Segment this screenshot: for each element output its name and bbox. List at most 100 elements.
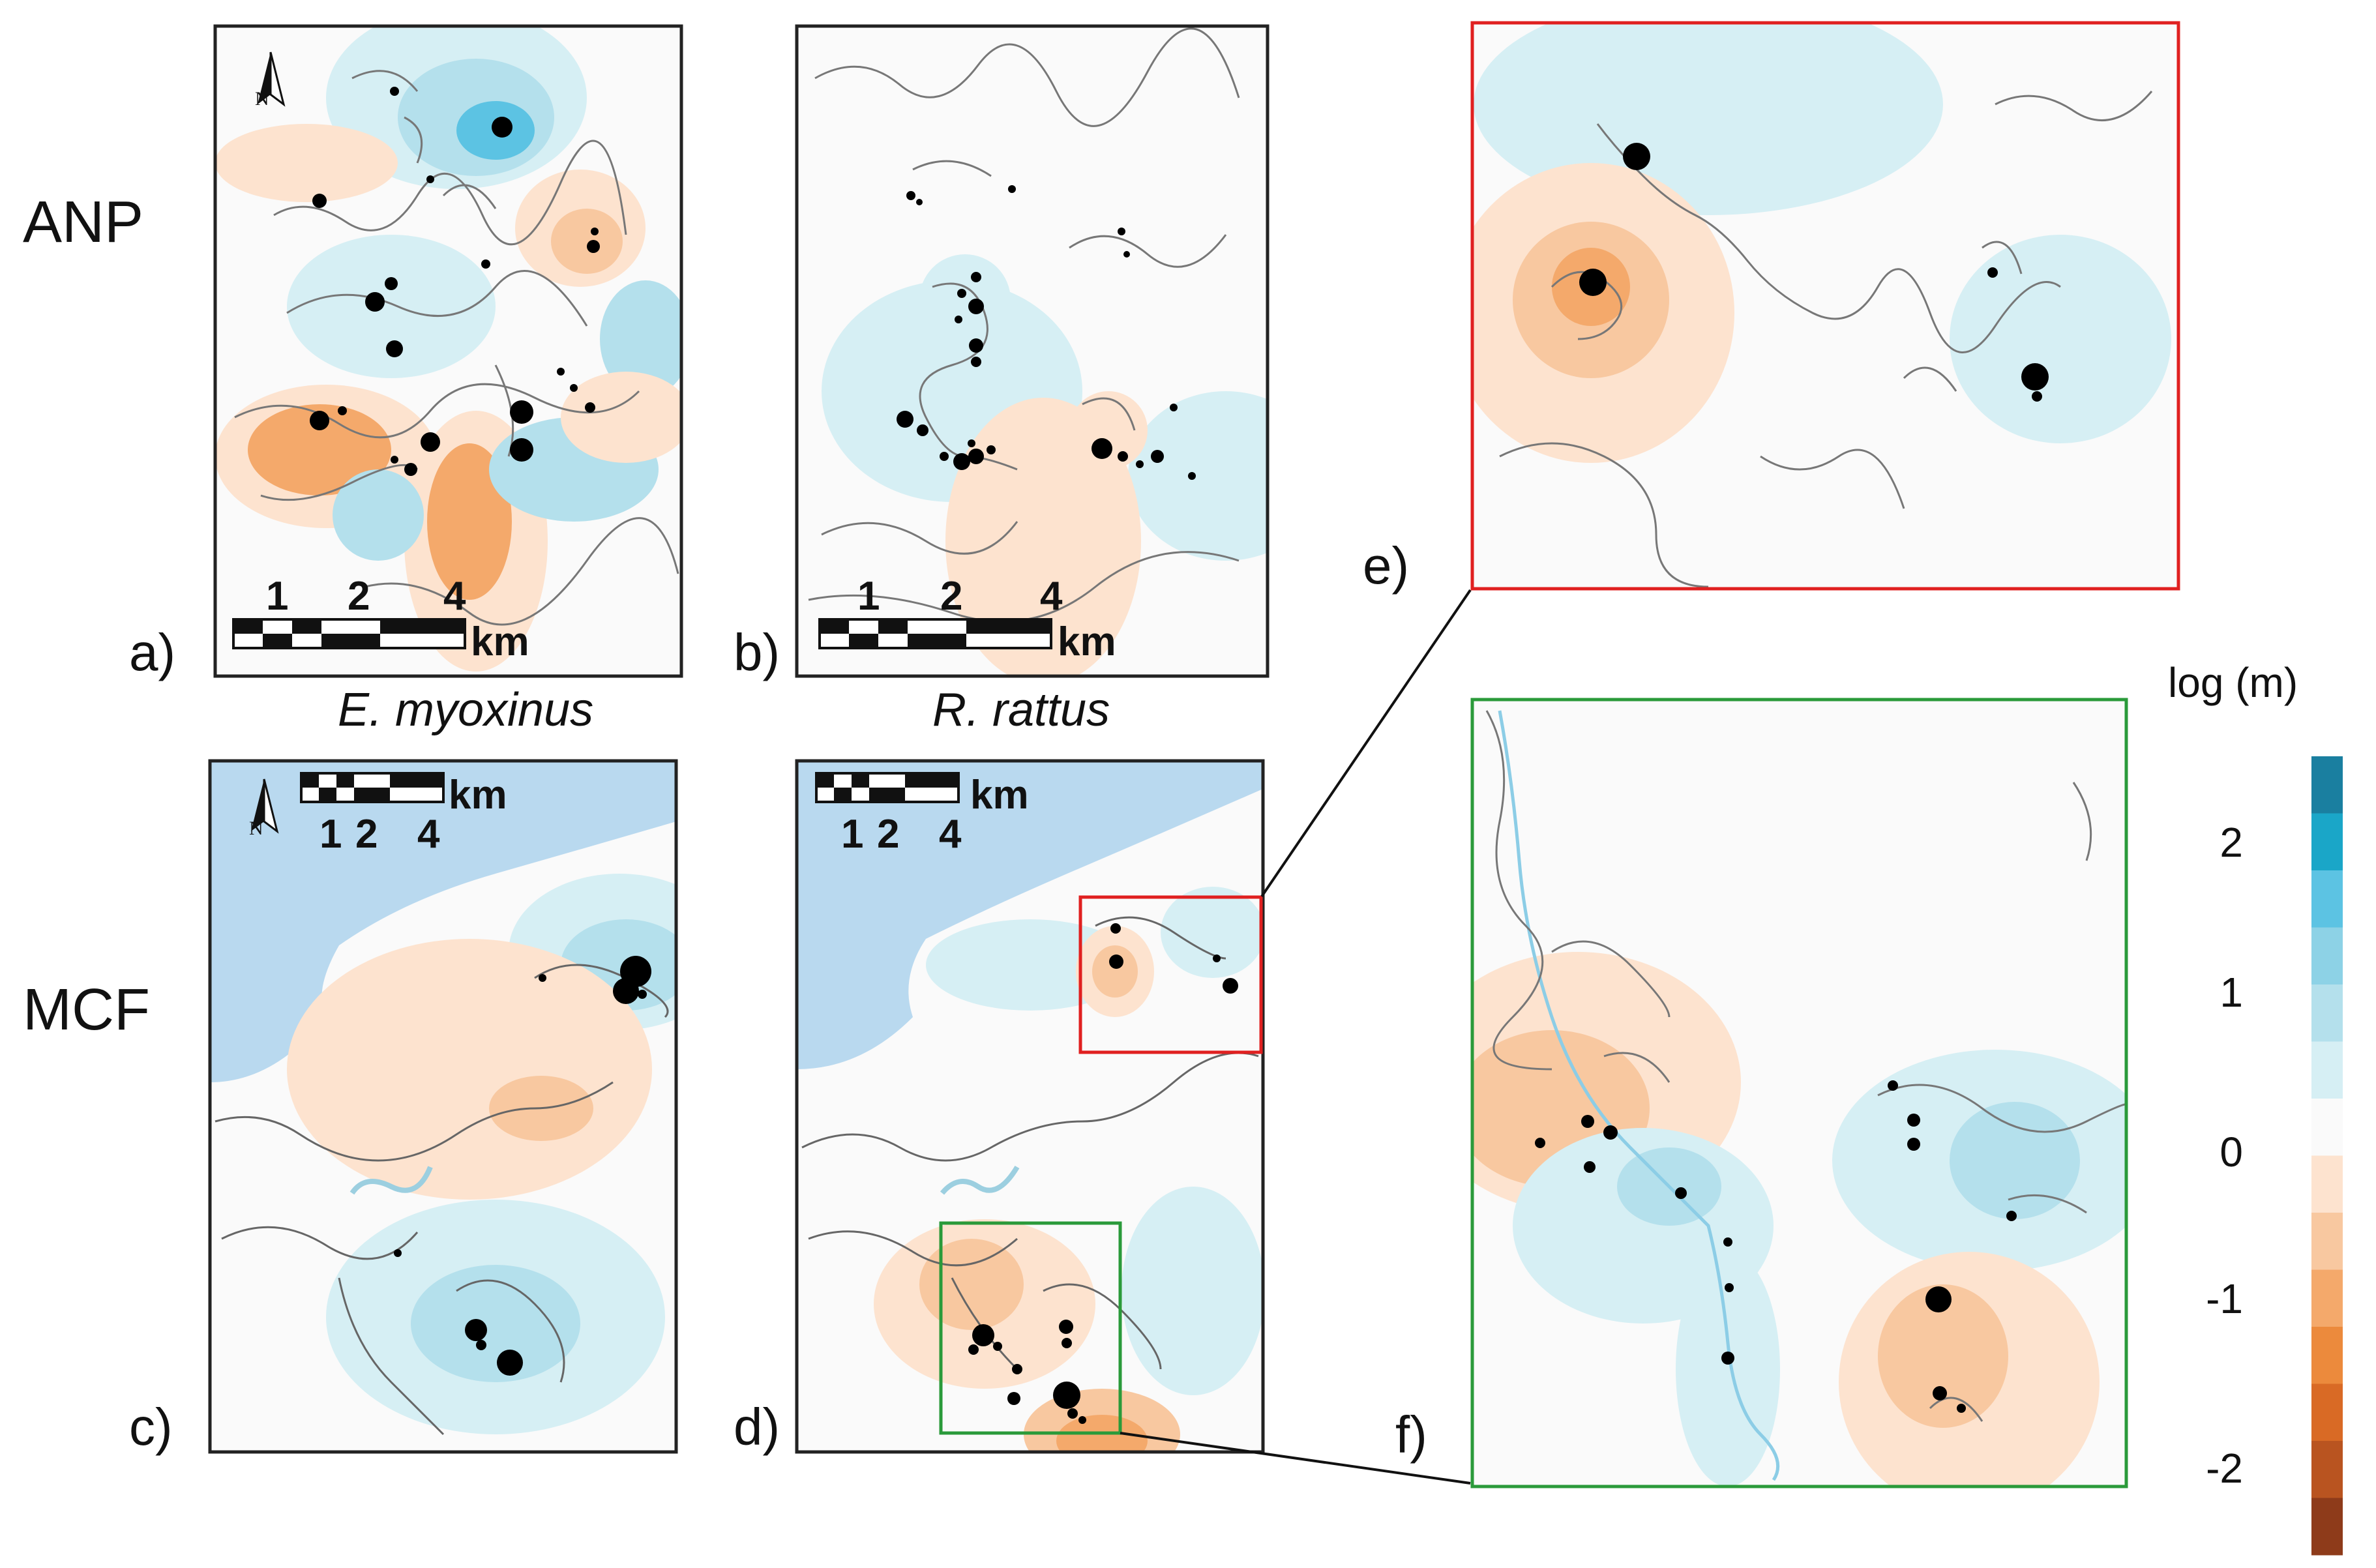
sample-site-dot [385, 277, 398, 290]
orange-field [1878, 1284, 2008, 1428]
sample-site-dot [971, 357, 981, 367]
inset-e-extent [1078, 895, 1263, 1054]
panel-d-map: km 1 2 4 [795, 759, 1265, 1454]
colorbar-swatch [2311, 1383, 2343, 1442]
orange-field [945, 398, 1141, 676]
panel-a-map: N 1 2 4 km [213, 24, 683, 678]
sample-site-dot [312, 194, 327, 208]
river [349, 1166, 433, 1195]
sample-site-dot [1584, 1161, 1596, 1173]
sample-site-dot [1059, 1320, 1073, 1334]
panel-label-e: e) [1363, 537, 1410, 595]
sample-site-dot [539, 974, 546, 982]
sample-site-dot [1888, 1080, 1898, 1091]
scale-tick: 4 [1040, 574, 1063, 619]
scale-tick: 2 [940, 574, 962, 619]
scale-bar [818, 618, 1052, 649]
scale-unit: km [449, 773, 507, 818]
sample-site-dot [993, 1342, 1002, 1351]
panel-frame [1470, 21, 2180, 591]
row-label-anp: ANP [23, 190, 144, 255]
sample-site-dot [1118, 451, 1128, 462]
blue-field [1161, 887, 1263, 978]
panel-c-map: N km 1 2 4 [208, 759, 678, 1454]
sample-site-dot [2032, 391, 2042, 402]
water-body [210, 761, 676, 1082]
scale-tick: 4 [939, 812, 962, 857]
scale-tick: 1 [266, 574, 288, 619]
colorbar-swatch [2311, 1041, 2343, 1099]
sample-site-dot [1933, 1386, 1947, 1400]
legend-tick: -2 [2206, 1445, 2243, 1492]
sample-site-dot [1223, 978, 1238, 994]
species-label: E. myoxinus [338, 684, 594, 736]
panel-label-c: c) [129, 1398, 173, 1456]
legend-tick: 2 [2220, 819, 2243, 866]
sample-site-dot [969, 338, 983, 353]
sample-site-dot [968, 449, 984, 464]
sample-site-dot [1053, 1382, 1080, 1409]
sample-site-dot [1721, 1352, 1734, 1365]
orange-field [427, 443, 512, 600]
north-arrow-icon [251, 778, 279, 834]
sample-site-dot [955, 316, 962, 323]
scale-tick: 4 [417, 812, 440, 857]
blue-field [1950, 235, 2171, 443]
orange-field [919, 1239, 1024, 1330]
sample-site-dot [613, 978, 639, 1004]
landmass-outline [215, 964, 669, 1436]
blue-field [1128, 391, 1268, 561]
sample-site-dot [1118, 228, 1125, 235]
north-label: N [249, 818, 263, 839]
panel-label-b: b) [734, 623, 780, 681]
inset-connector [1260, 589, 1472, 898]
colorbar-swatch [2311, 1441, 2343, 1498]
sample-site-dot [386, 340, 403, 357]
river [940, 1165, 1020, 1195]
scale-bar [232, 618, 466, 649]
sample-site-dot [365, 292, 385, 312]
sample-site-dot [310, 411, 329, 430]
blue-field [287, 235, 496, 378]
colorbar-swatch [2311, 927, 2343, 985]
sample-site-dot [916, 199, 923, 205]
sample-site-dot [1723, 1237, 1732, 1247]
blue-field [411, 1265, 580, 1382]
sample-site-dot [1007, 1392, 1020, 1405]
legend-tick: 0 [2220, 1129, 2243, 1176]
sample-site-dot [587, 240, 600, 253]
colorbar-swatch [2311, 1099, 2343, 1156]
panel-label-f: f) [1395, 1406, 1427, 1464]
panel-frame [213, 24, 683, 678]
landmass-outline [351, 70, 497, 209]
sample-site-dot [497, 1350, 523, 1376]
landmass-outline [1485, 710, 2126, 1422]
sample-site-dot [1067, 1408, 1078, 1419]
sample-site-dot [968, 439, 975, 447]
sample-site-dot [1012, 1364, 1022, 1374]
sample-site-dot [953, 453, 970, 470]
orange-field [1069, 391, 1148, 469]
colorbar-swatch [2311, 1269, 2343, 1327]
north-arrow-icon [258, 52, 286, 107]
landmass-outline [234, 140, 679, 626]
sample-site-dot [1008, 185, 1016, 193]
orange-field [1056, 1415, 1148, 1452]
sample-site-dot [897, 411, 913, 428]
sample-site-dot [426, 175, 434, 183]
scale-tick: 1 [319, 812, 342, 857]
sample-site-dot [391, 456, 398, 464]
water-body [797, 761, 1263, 1069]
scale-bar [300, 772, 445, 803]
blue-field [919, 254, 1011, 346]
sample-site-dot [1987, 267, 1998, 278]
colorbar [2311, 756, 2343, 1556]
sample-site-dot [1925, 1286, 1952, 1312]
inset-f-extent [939, 1221, 1122, 1435]
sample-site-dot [971, 272, 981, 282]
sample-site-dot [2021, 363, 2049, 391]
blue-field [333, 469, 424, 561]
panel-e-inset [1470, 21, 2180, 591]
sample-site-dot [1170, 404, 1178, 411]
orange-field [551, 209, 623, 274]
